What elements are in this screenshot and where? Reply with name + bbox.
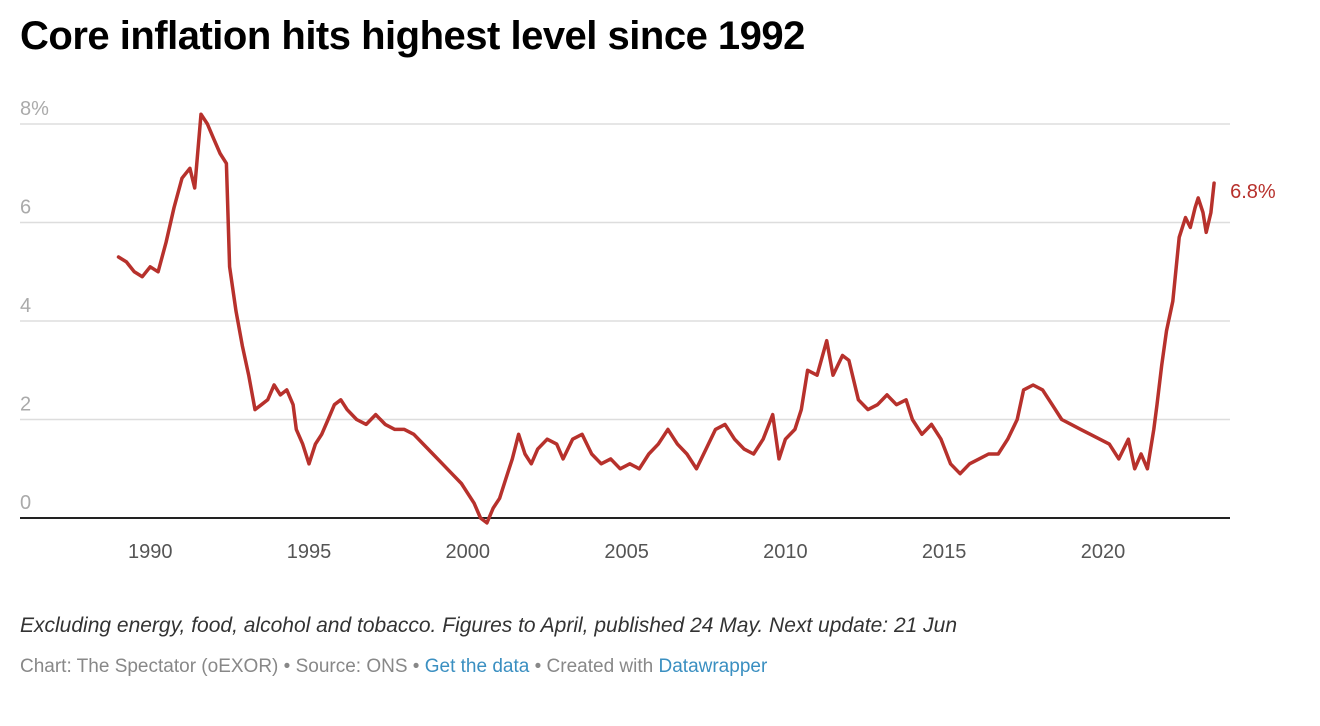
x-tick-label: 2020 (1081, 541, 1126, 563)
y-tick-label: 8% (20, 98, 49, 120)
source-label: Source: ONS (295, 656, 408, 677)
x-tick-label: 2000 (446, 541, 491, 563)
datawrapper-link[interactable]: Datawrapper (658, 656, 768, 677)
x-axis-ticks: 1990 1995 2000 2005 2010 2015 2020 (128, 541, 1125, 563)
get-data-link[interactable]: Get the data (424, 656, 530, 677)
y-tick-label: 0 (20, 492, 31, 514)
x-tick-label: 2010 (763, 541, 808, 563)
chart-footer: Chart: The Spectator (oEXOR) • Source: O… (20, 656, 767, 678)
line-chart: 0 2 4 6 8% 1990 1995 2000 2005 2010 2015 2020 6.8% (20, 98, 1276, 563)
y-tick-label: 4 (20, 295, 31, 317)
x-tick-label: 1990 (128, 541, 173, 563)
created-with-label: Created with (546, 656, 659, 677)
y-tick-label: 2 (20, 394, 31, 416)
x-tick-label: 2015 (922, 541, 967, 563)
footer-separator: • (529, 656, 547, 677)
x-tick-label: 2005 (604, 541, 649, 563)
footer-separator: • (407, 656, 425, 677)
x-tick-label: 1995 (287, 541, 332, 563)
footer-separator: • (278, 656, 296, 677)
chart-notes: Excluding energy, food, alcohol and toba… (20, 614, 958, 637)
end-value-label: 6.8% (1230, 181, 1276, 203)
series-line (116, 112, 1216, 525)
y-axis-ticks: 0 2 4 6 8% (20, 98, 49, 514)
y-tick-label: 6 (20, 197, 31, 219)
chart-title: Core inflation hits highest level since … (20, 14, 805, 58)
gridlines (20, 123, 1230, 519)
chart-credit: Chart: The Spectator (oEXOR) (20, 656, 279, 677)
series-group (116, 112, 1216, 525)
